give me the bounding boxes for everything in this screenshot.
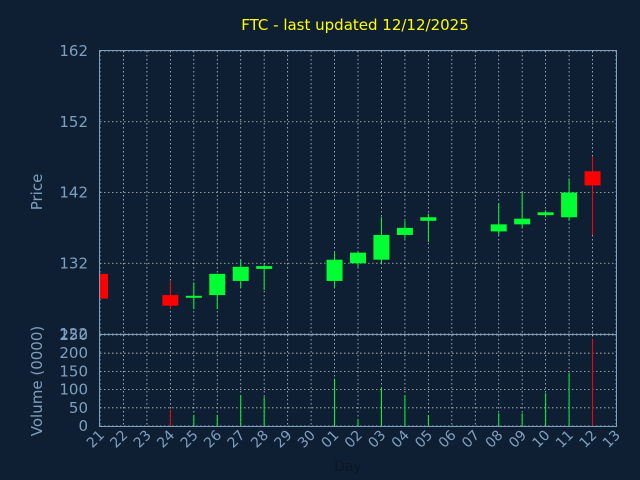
volume-tick-label: 250	[59, 326, 88, 344]
volume-panel-frame	[99, 334, 617, 427]
candle	[209, 273, 226, 310]
candles	[99, 157, 601, 310]
candle-body	[584, 171, 601, 186]
candle	[232, 259, 249, 289]
candle	[396, 220, 413, 239]
candle	[256, 264, 273, 291]
candle	[537, 210, 554, 218]
candle	[162, 280, 179, 310]
candle	[561, 178, 578, 221]
candle-body	[256, 266, 273, 269]
candle	[185, 282, 202, 310]
candle-body	[100, 273, 108, 299]
candle-body	[185, 295, 202, 298]
price-tick-label: 142	[59, 184, 88, 202]
volume-tick-label: 150	[59, 362, 88, 380]
volume-tick-label: 100	[59, 381, 88, 399]
candle-body	[326, 259, 343, 281]
candle-body	[490, 224, 507, 232]
price-tick-label: 152	[59, 113, 88, 131]
candle	[350, 252, 366, 267]
candle-body	[514, 218, 531, 225]
price-axis-label: Price	[28, 174, 46, 211]
candle-body	[209, 273, 226, 296]
price-y-ticks: 122 132 142 152 162	[59, 42, 88, 343]
candle-body	[537, 212, 554, 216]
candle	[584, 157, 601, 235]
x-axis-label: Day	[334, 459, 362, 475]
candle	[373, 217, 390, 264]
chart-title: FTC - last updated 12/12/2025	[241, 16, 469, 34]
candle	[420, 213, 437, 243]
candle	[326, 252, 343, 289]
candle	[99, 273, 108, 299]
x-axis-ticks: 21 22 23 24 25 26 27 28 29 30 01 02 03 04 05 06 07 08 09 10…	[84, 427, 624, 451]
candle	[490, 203, 507, 235]
price-tick-label: 162	[59, 42, 88, 60]
candle-body	[162, 295, 179, 306]
volume-tick-label: 200	[59, 344, 88, 362]
candle-body	[396, 227, 413, 235]
volume-tick-label: 0	[78, 417, 88, 435]
candle-body	[373, 234, 390, 260]
candle-body	[420, 217, 437, 221]
price-tick-label: 122	[59, 325, 88, 343]
candle	[514, 192, 531, 228]
candle-body	[232, 266, 249, 281]
price-panel: 122 132 142 152 162 Price	[28, 42, 617, 343]
candle-body	[561, 192, 578, 218]
volume-bars	[169, 338, 594, 426]
candle-body	[350, 252, 366, 264]
price-tick-label: 132	[59, 254, 88, 272]
volume-axis-label: Volume (0000)	[28, 326, 46, 436]
volume-tick-label: 50	[69, 399, 88, 417]
